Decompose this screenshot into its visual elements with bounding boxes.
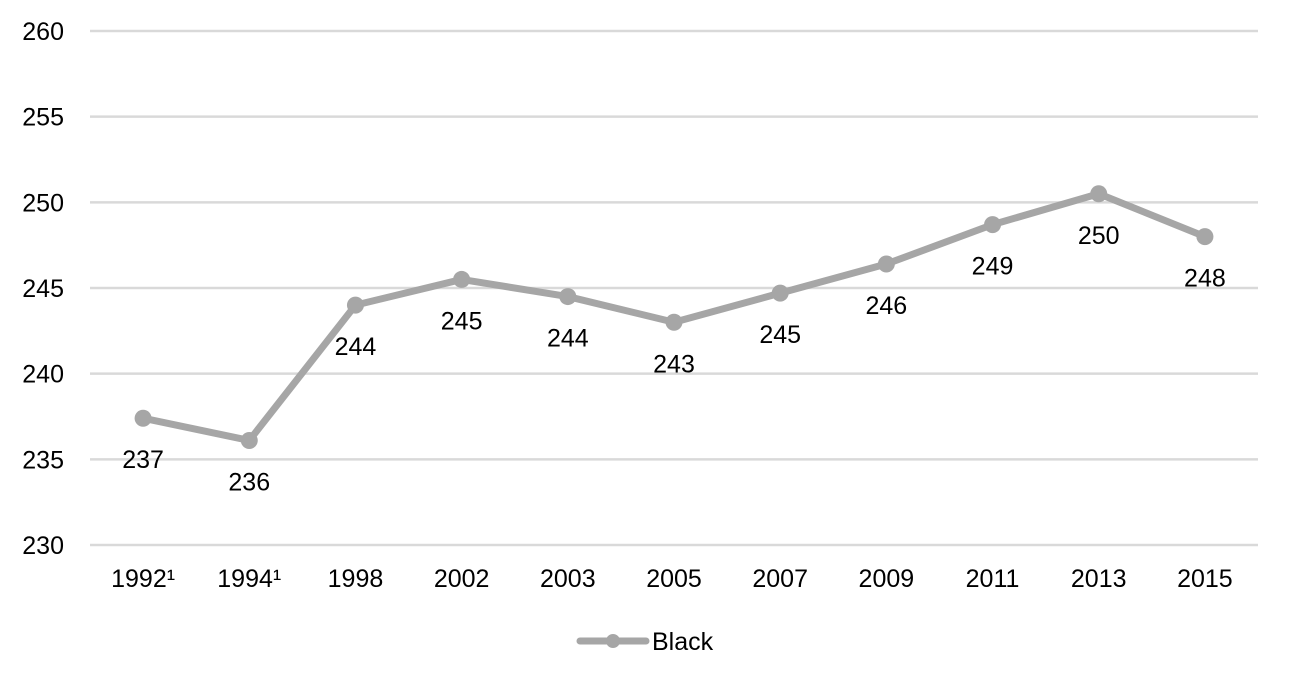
legend-label: Black — [652, 628, 714, 656]
x-tick-label: 2003 — [540, 565, 596, 593]
data-label: 244 — [335, 333, 377, 361]
x-tick-label: 2013 — [1071, 565, 1127, 593]
data-point — [134, 409, 152, 427]
x-tick-label: 2009 — [859, 565, 915, 593]
data-label: 243 — [653, 350, 695, 378]
x-tick-label: 1998 — [328, 565, 384, 593]
data-label: 237 — [122, 446, 164, 474]
data-point — [559, 288, 577, 306]
data-point — [984, 216, 1002, 234]
data-label: 244 — [547, 325, 589, 353]
data-point — [1196, 228, 1214, 246]
data-point — [240, 431, 258, 449]
data-label: 250 — [1078, 222, 1120, 250]
y-tick-label: 240 — [22, 361, 64, 389]
gridlines — [90, 29, 1258, 547]
data-label: 245 — [441, 307, 483, 335]
y-axis-ticks: 230 235 240 245 250 255 260 — [22, 18, 64, 560]
x-tick-label: 2005 — [646, 565, 702, 593]
x-tick-label: 2007 — [752, 565, 808, 593]
x-tick-label: 2015 — [1177, 565, 1233, 593]
x-tick-label: 1992¹ — [111, 565, 175, 593]
data-label: 246 — [866, 292, 908, 320]
y-tick-label: 255 — [22, 104, 64, 132]
y-tick-label: 260 — [22, 18, 64, 46]
data-point — [771, 284, 789, 302]
series-group — [134, 185, 1214, 449]
y-tick-label: 235 — [22, 446, 64, 474]
data-point — [665, 313, 683, 331]
data-labels: 237 236 244 245 244 243 245 246 249 250 248 — [122, 222, 1226, 497]
data-label: 249 — [972, 253, 1014, 281]
data-point — [1090, 185, 1108, 203]
x-tick-label: 2011 — [966, 565, 1020, 593]
x-tick-label: 2002 — [434, 565, 490, 593]
x-tick-label: 1994¹ — [217, 565, 281, 593]
data-label: 245 — [759, 321, 801, 349]
legend: Black — [576, 628, 714, 656]
y-tick-label: 230 — [22, 532, 64, 560]
y-tick-label: 250 — [22, 189, 64, 217]
data-point — [877, 255, 895, 273]
data-point — [453, 270, 471, 288]
data-label: 248 — [1184, 265, 1226, 293]
legend-marker-swatch — [606, 634, 620, 648]
data-label: 236 — [228, 468, 270, 496]
x-axis-ticks: 1992¹ 1994¹ 1998 2002 2003 2005 2007 2009 2011 20… — [111, 565, 1233, 593]
y-tick-label: 245 — [22, 275, 64, 303]
data-point — [346, 296, 364, 314]
